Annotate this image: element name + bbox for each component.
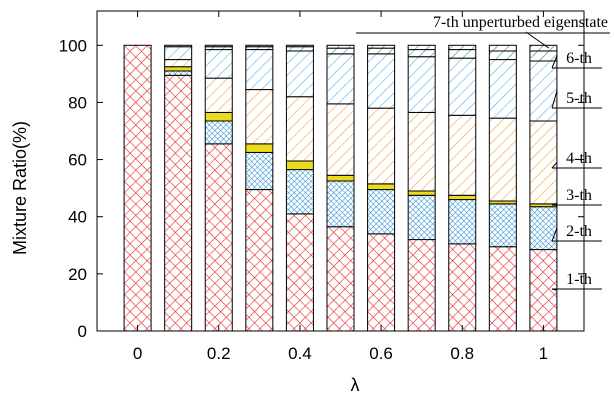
legend-leader-line [551, 55, 558, 69]
legend-leader-line [551, 162, 558, 169]
bar-segment-6-x5 [326, 47, 355, 55]
bar-segment-1-x8 [448, 243, 477, 332]
bar-segment-6-x10 [529, 50, 558, 62]
x-axis-label: λ [351, 375, 360, 395]
bar-segment-3-x3 [245, 143, 274, 153]
bar-segment-6-x1 [164, 44, 193, 48]
bar-segment-1-x10 [529, 249, 558, 332]
legend-layer: 1-th 2-th 3-th 4-th 5-th 6-th 7-th unperturbed… [356, 14, 610, 291]
bar-segment-2-x8 [448, 199, 477, 245]
bar-segment-6-x7 [407, 49, 436, 58]
bar-segment-2-x2 [204, 120, 233, 145]
bar-segment-3-x8 [448, 194, 477, 201]
bar-segment-2-x5 [326, 180, 355, 228]
bar-segment-3-x5 [326, 174, 355, 182]
bar-segment-4-x9 [488, 117, 517, 202]
bar-segment-7-x10 [529, 44, 558, 52]
bar-segment-5-x10 [529, 60, 558, 122]
bar-segment-2-x1 [164, 70, 193, 76]
bar-segment-3-x7 [407, 190, 436, 196]
y-axis-label: Mixture Ratio(%) [10, 121, 30, 255]
x-tick-label: 1 [539, 344, 548, 363]
bar-segment-5-x8 [448, 57, 477, 116]
bar-segment-4-x6 [367, 107, 396, 185]
bar-segment-2-x7 [407, 194, 436, 241]
bar-segment-1-x0 [123, 44, 152, 332]
bar-segment-4-x1 [164, 59, 193, 68]
x-tick-label: 0.6 [369, 344, 393, 363]
legend-leader-line [551, 90, 558, 109]
bar-segment-2-x9 [488, 203, 517, 248]
y-tick-label: 100 [59, 36, 87, 55]
legend-label-6: 6-th [566, 50, 592, 67]
y-tick-label: 20 [68, 265, 87, 284]
bar-segment-7-x2 [204, 44, 233, 48]
bar-segment-5-x9 [488, 59, 517, 119]
bar-segment-4-x5 [326, 103, 355, 176]
bar-segment-1-x3 [245, 189, 274, 332]
legend-label-5: 5-th [566, 90, 592, 107]
bar-segment-4-x4 [285, 96, 314, 162]
bar-segment-5-x4 [285, 50, 314, 98]
bar-segment-6-x8 [448, 49, 477, 59]
bar-segment-4-x8 [448, 114, 477, 196]
bar-segment-5-x2 [204, 49, 233, 79]
bar-segment-7-x3 [245, 44, 274, 48]
bar-segment-6-x6 [367, 47, 396, 55]
legend-label-2: 2-th [566, 223, 592, 240]
x-tick-label: 0.2 [207, 344, 231, 363]
bar-segment-5-x5 [326, 53, 355, 105]
bar-segment-4-x3 [245, 89, 274, 145]
bar-segment-5-x6 [367, 53, 396, 109]
bar-segment-2-x6 [367, 189, 396, 235]
bar-segment-5-x1 [164, 46, 193, 61]
plot-frame [96, 10, 585, 332]
bar-segment-3-x1 [164, 66, 193, 72]
x-tick-label: 0.4 [288, 344, 312, 363]
y-tick-label: 0 [78, 322, 87, 341]
bar-segment-3-x6 [367, 183, 396, 191]
y-tick-label: 80 [68, 93, 87, 112]
bar-segment-3-x2 [204, 111, 233, 122]
bar-segment-1-x5 [326, 226, 355, 332]
legend-leader-line [551, 227, 558, 242]
x-tick-label: 0.8 [450, 344, 474, 363]
bar-segment-4-x7 [407, 111, 436, 192]
bar-segment-7-x9 [488, 44, 517, 52]
axes-layer: 0 20 40 60 80 100 0 0.2 0.4 0.6 0.8 1 [59, 10, 585, 363]
bar-segment-5-x7 [407, 56, 436, 113]
bar-segment-7-x6 [367, 44, 396, 49]
bar-segment-1-x6 [367, 233, 396, 332]
bar-segment-7-x7 [407, 44, 436, 51]
bar-segment-5-x3 [245, 49, 274, 91]
bar-segment-6-x4 [285, 46, 314, 52]
bars-layer [123, 44, 558, 332]
bar-segment-7-x5 [326, 44, 355, 49]
legend-label-7: 7-th unperturbed eigenstate [433, 14, 608, 31]
y-tick-label: 40 [68, 208, 87, 227]
bar-segment-1-x7 [407, 239, 436, 332]
legend-label-3: 3-th [566, 187, 592, 204]
bar-segment-7-x8 [448, 44, 477, 51]
bar-segment-1-x2 [204, 143, 233, 332]
bar-segment-2-x10 [529, 206, 558, 251]
x-tick-label: 0 [133, 344, 142, 363]
bar-segment-2-x3 [245, 151, 274, 191]
y-tick-label: 60 [68, 151, 87, 170]
bar-segment-2-x4 [285, 169, 314, 215]
bar-segment-3-x4 [285, 160, 314, 171]
bar-segment-7-x4 [285, 44, 314, 48]
bar-segment-1-x4 [285, 213, 314, 332]
legend-label-1: 1-th [566, 271, 592, 288]
legend-label-4: 4-th [566, 150, 592, 167]
bar-segment-1-x9 [488, 246, 517, 332]
bar-segment-1-x1 [164, 74, 193, 332]
legend-leader-line [525, 31, 550, 49]
bar-segment-6-x9 [488, 50, 517, 61]
bar-segment-4-x2 [204, 77, 233, 113]
bar-segment-4-x10 [529, 120, 558, 205]
